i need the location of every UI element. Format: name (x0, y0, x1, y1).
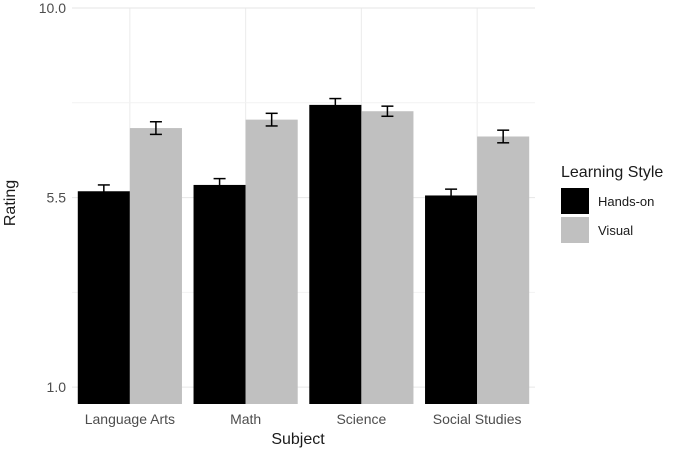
x-tick-labels: Language Arts Math Science Social Studies (85, 411, 522, 427)
y-tick-labels: 1.0 5.5 10.0 (39, 0, 66, 395)
legend-swatch-hands-on (561, 188, 589, 214)
x-tick-label: Math (230, 411, 261, 427)
legend-label-hands-on: Hands-on (598, 194, 654, 209)
legend-label-visual: Visual (598, 223, 633, 238)
legend: Learning Style Hands-on Visual (561, 164, 663, 243)
bar-hands-on-language-arts (77, 191, 130, 404)
y-tick-label: 10.0 (39, 0, 66, 16)
x-tick-label: Science (336, 411, 386, 427)
bar-visual-science (361, 111, 414, 404)
y-axis-title: Rating (2, 180, 19, 226)
error-bars (97, 97, 510, 203)
bar-hands-on-math (193, 184, 246, 404)
legend-title: Learning Style (561, 164, 663, 181)
bars (77, 104, 530, 404)
y-tick-label: 5.5 (47, 190, 67, 206)
y-tick-label: 1.0 (47, 379, 67, 395)
legend-swatch-visual (561, 217, 589, 243)
bar-visual-math (245, 119, 298, 404)
bar-visual-social-studies (477, 136, 530, 404)
bar-hands-on-social-studies (425, 195, 478, 404)
x-tick-label: Social Studies (433, 411, 522, 427)
bar-hands-on-science (309, 104, 362, 404)
x-tick-label: Language Arts (85, 411, 175, 427)
x-axis-title: Subject (271, 431, 325, 448)
bar-visual-language-arts (129, 128, 182, 404)
